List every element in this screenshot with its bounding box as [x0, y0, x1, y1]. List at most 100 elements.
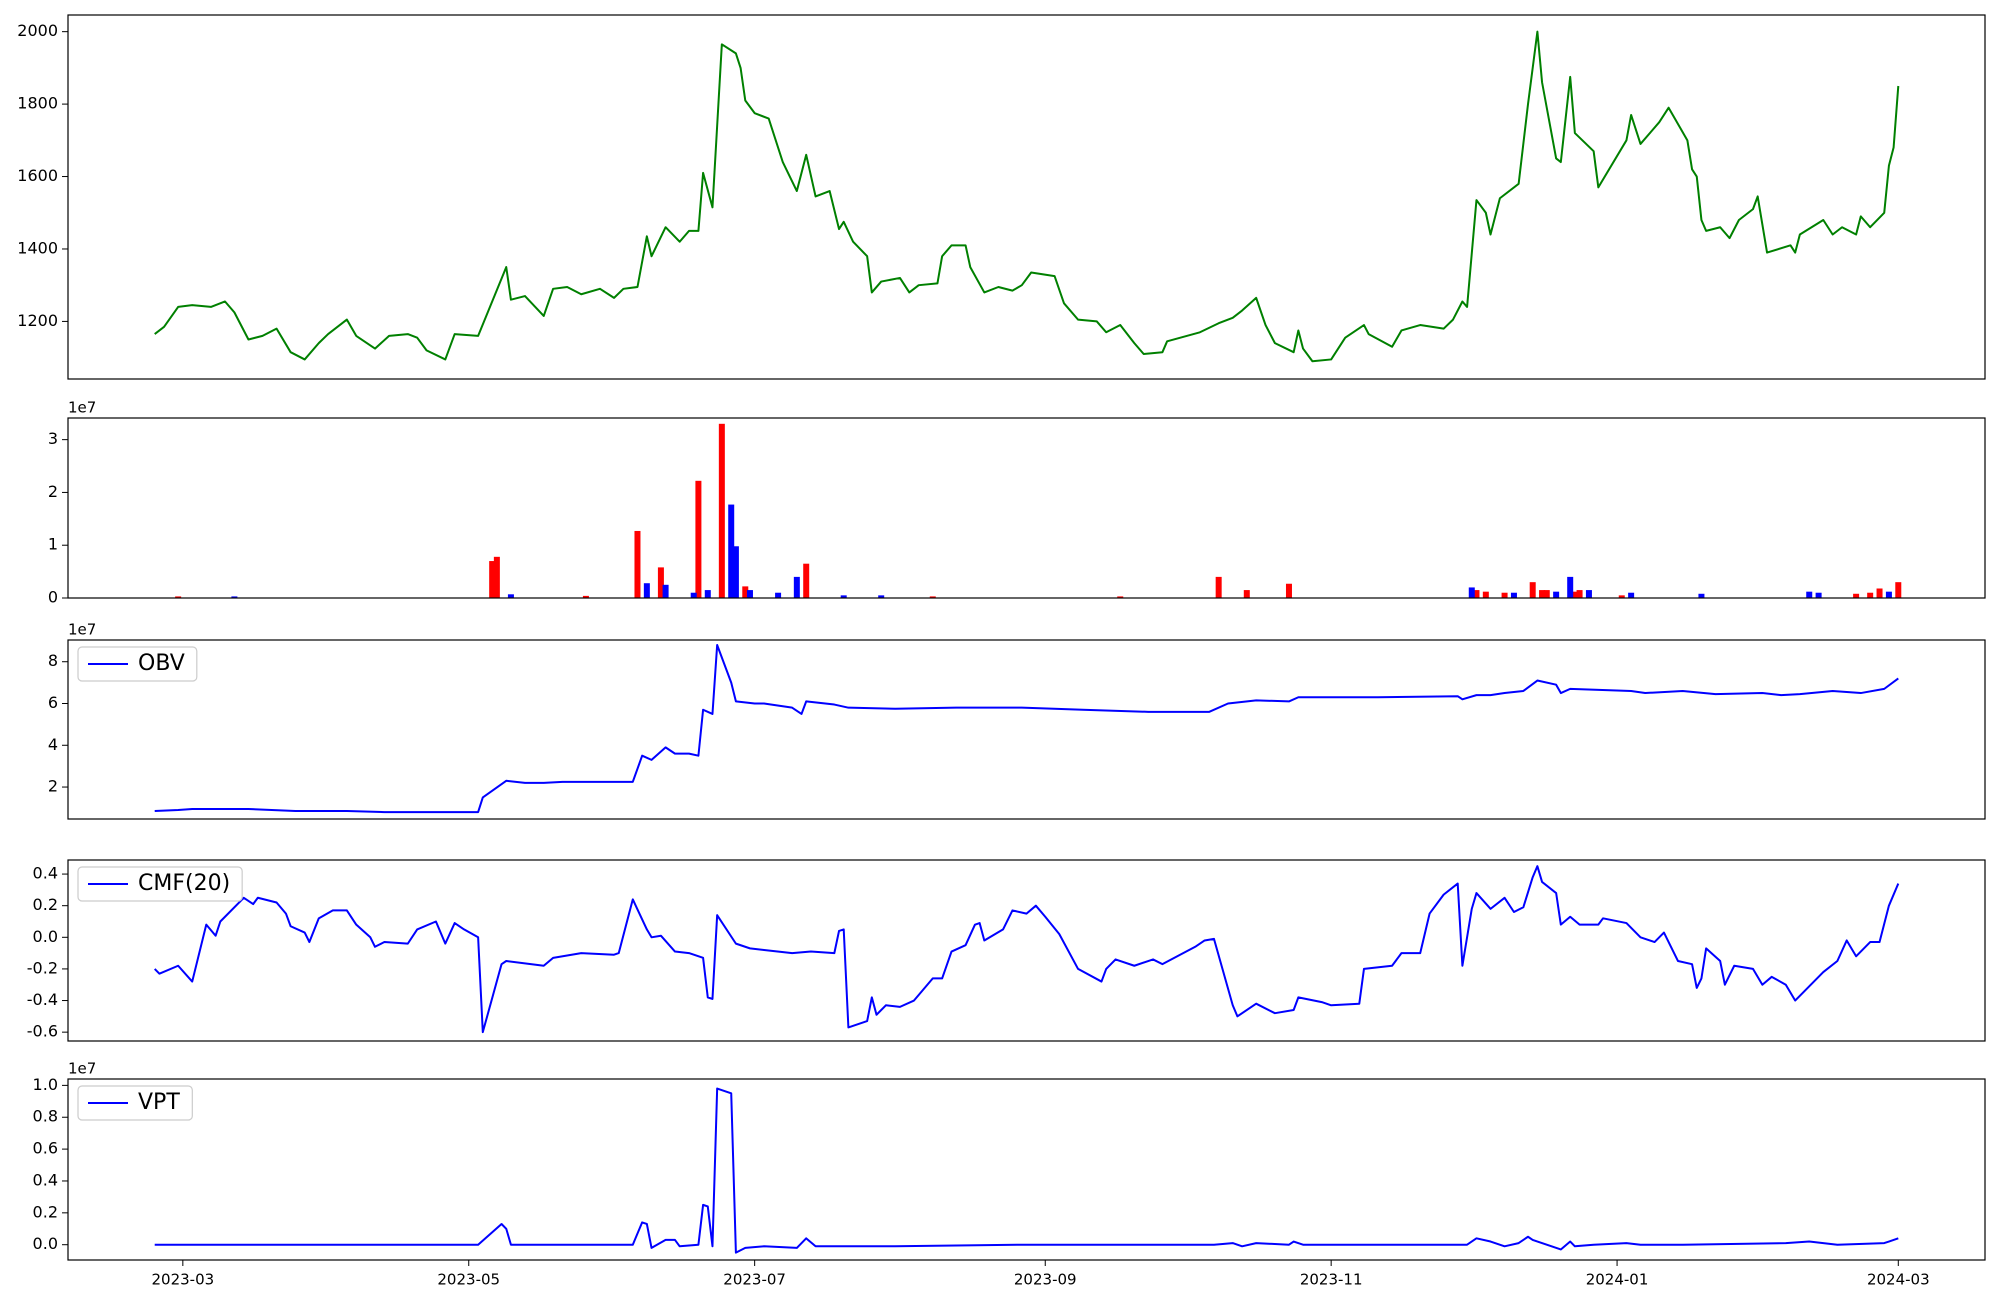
bar — [1628, 592, 1635, 598]
bar — [803, 563, 810, 598]
bar — [643, 583, 650, 598]
bar — [1567, 576, 1574, 598]
axes-frame — [67, 1078, 1986, 1261]
y-tick-label: -0.2 — [27, 958, 58, 977]
bar — [1885, 591, 1892, 598]
line — [154, 30, 1900, 363]
bar — [1895, 582, 1902, 598]
y-tick-label: 3 — [48, 429, 58, 448]
axes-frame — [67, 417, 1986, 599]
y-tick-label: -0.4 — [27, 990, 58, 1009]
bar — [840, 595, 847, 598]
x-tick-label: 2024-03 — [1867, 1271, 1930, 1289]
bar — [1618, 595, 1625, 598]
x-tick-label: 2023-09 — [1014, 1271, 1077, 1289]
y-tick-label: 0.8 — [33, 1107, 58, 1126]
x-tick-label: 2023-03 — [151, 1271, 214, 1289]
offset-text: 1e7 — [68, 1060, 96, 1078]
axes-frame — [67, 859, 1986, 1042]
line — [154, 644, 1899, 814]
bar — [489, 561, 496, 598]
y-tick-label: 1.0 — [33, 1075, 58, 1094]
bar — [1853, 593, 1860, 598]
legend-box — [77, 646, 198, 682]
bar — [231, 596, 238, 598]
bar — [493, 556, 500, 598]
y-tick-label: 0.4 — [33, 864, 58, 883]
bar — [1468, 587, 1475, 598]
bar — [1576, 590, 1583, 598]
bar — [657, 567, 664, 598]
bar — [718, 423, 725, 598]
bar — [1553, 591, 1560, 598]
x-tick-label: 2023-05 — [437, 1271, 500, 1289]
legend-box — [77, 1085, 193, 1121]
bar — [662, 584, 669, 598]
bar — [728, 504, 735, 598]
bar — [775, 592, 782, 598]
offset-text: 1e7 — [68, 621, 96, 639]
bar — [507, 594, 514, 598]
bar — [1529, 582, 1536, 598]
bar — [1571, 591, 1578, 598]
x-tick-label: 2024-01 — [1586, 1271, 1649, 1289]
x-tick-label: 2023-07 — [723, 1271, 786, 1289]
bar — [1876, 588, 1883, 598]
bar — [582, 595, 589, 598]
y-tick-label: 1 — [48, 535, 58, 554]
bar — [695, 480, 702, 598]
y-tick-label: 0.0 — [33, 1234, 58, 1253]
bar — [1117, 596, 1124, 598]
bar — [1806, 591, 1813, 598]
bar — [1510, 592, 1517, 598]
legend-label: VPT — [138, 1090, 180, 1115]
bar — [1585, 590, 1592, 598]
y-tick-label: 0.2 — [33, 895, 58, 914]
bar — [1215, 576, 1222, 598]
y-tick-label: 1400 — [17, 238, 58, 257]
bar — [1698, 593, 1705, 598]
y-tick-label: 8 — [48, 651, 58, 670]
y-tick-label: 0.4 — [33, 1170, 58, 1189]
bar — [1543, 590, 1550, 598]
axes-frame — [67, 14, 1986, 380]
line — [154, 1087, 1899, 1254]
y-tick-label: -0.6 — [27, 1022, 58, 1041]
bar — [1285, 583, 1292, 598]
bar — [1501, 592, 1508, 598]
bar — [1482, 591, 1489, 598]
bar — [1815, 592, 1822, 598]
bar — [742, 586, 749, 598]
bar — [690, 592, 697, 598]
bar — [793, 576, 800, 598]
bar — [878, 595, 885, 598]
offset-text: 1e7 — [68, 399, 96, 417]
bar — [732, 546, 739, 598]
y-tick-label: 1600 — [17, 166, 58, 185]
legend-label: CMF(20) — [138, 871, 230, 896]
y-tick-label: 0.0 — [33, 927, 58, 946]
bar — [1539, 590, 1546, 598]
legend-label: OBV — [138, 651, 185, 676]
y-tick-label: 2 — [48, 482, 58, 501]
y-tick-label: 2 — [48, 777, 58, 796]
axes-frame — [67, 639, 1986, 820]
y-tick-label: 0 — [48, 588, 58, 607]
bar — [1867, 592, 1874, 598]
legend-box — [77, 866, 243, 902]
bar — [929, 596, 936, 598]
bar — [634, 530, 641, 598]
bar — [1243, 590, 1250, 598]
line — [153, 865, 1900, 1034]
y-tick-label: 1800 — [17, 94, 58, 113]
y-tick-label: 4 — [48, 735, 58, 754]
y-tick-label: 0.2 — [33, 1202, 58, 1221]
y-tick-label: 2000 — [17, 21, 58, 40]
bar — [1473, 590, 1480, 598]
x-tick-label: 2023-11 — [1300, 1271, 1363, 1289]
bar — [704, 590, 711, 598]
y-tick-label: 1200 — [17, 311, 58, 330]
bar — [175, 596, 182, 598]
